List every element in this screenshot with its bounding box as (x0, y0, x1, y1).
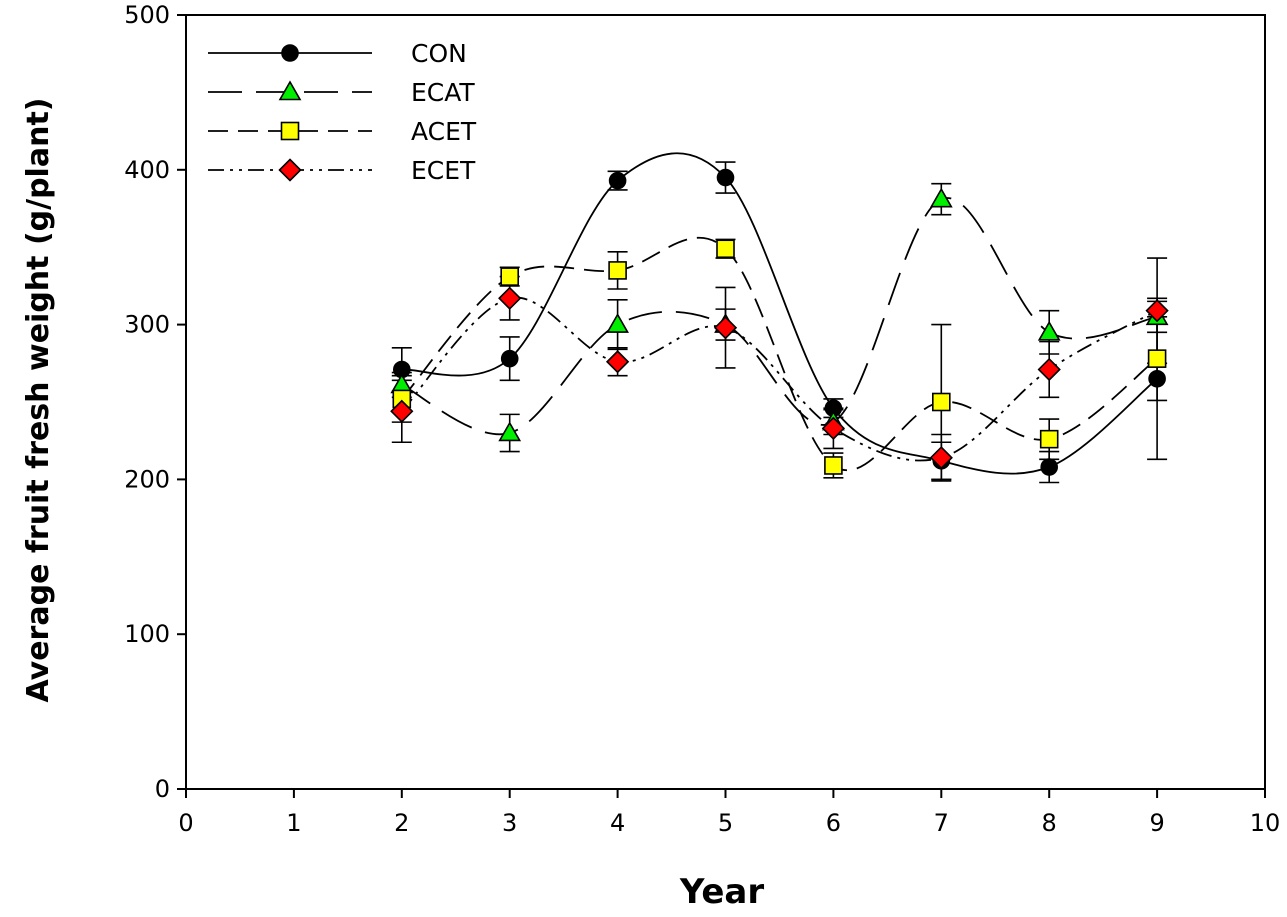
legend: CON ECAT ACET ECET (208, 39, 477, 185)
data-point-con (608, 171, 627, 190)
data-point-ecet (713, 316, 738, 340)
data-point-con (1148, 369, 1166, 388)
data-point-ecet (1145, 299, 1169, 323)
y-tick-label: 100 (124, 620, 170, 648)
y-tick-label: 400 (124, 156, 170, 184)
series-line-ecat (401, 197, 1158, 436)
legend-label-acet: ACET (411, 117, 477, 146)
data-point-ecat (498, 421, 522, 442)
x-tick-label: 8 (1042, 809, 1057, 837)
legend-marker-ecat (278, 80, 302, 101)
data-point-acet (1147, 349, 1167, 368)
x-tick-label: 5 (718, 809, 733, 837)
data-point-ecet (605, 350, 630, 374)
data-point-acet (931, 392, 951, 412)
data-point-ecat (606, 312, 629, 333)
legend-label-con: CON (411, 39, 467, 68)
data-point-acet (824, 456, 843, 475)
data-point-ecet (929, 446, 953, 470)
data-point-ecet (390, 399, 414, 423)
x-tick-label: 3 (502, 809, 517, 837)
legend-marker-ecet (278, 158, 302, 182)
markers-ecat (390, 187, 1169, 442)
markers-ecet (390, 286, 1169, 470)
series-layer (390, 152, 1169, 484)
x-tick-label: 1 (286, 809, 301, 837)
legend-marker-acet (280, 121, 300, 141)
data-point-acet (716, 239, 735, 259)
x-tick-label: 2 (394, 809, 409, 837)
legend-item-acet: ACET (208, 117, 477, 146)
x-tick-label: 4 (610, 809, 625, 837)
data-point-acet (1039, 429, 1059, 449)
y-axis: 0 100 200 300 400 500 (124, 1, 186, 803)
data-point-con (500, 349, 519, 368)
legend-marker-con (281, 44, 299, 62)
series-ecat (391, 182, 1168, 453)
y-tick-label: 0 (155, 775, 170, 803)
y-tick-label: 500 (124, 1, 170, 29)
legend-item-con: CON (208, 39, 467, 68)
data-point-con (716, 168, 735, 187)
x-axis: 0 1 2 3 4 5 6 7 8 9 10 (178, 789, 1280, 837)
data-point-ecet (821, 416, 846, 440)
data-point-acet (608, 261, 627, 280)
legend-label-ecet: ECET (411, 156, 476, 185)
data-point-ecat (929, 187, 953, 208)
data-point-ecat (1037, 320, 1061, 341)
series-line-acet (401, 236, 1158, 472)
markers-acet (392, 239, 1167, 475)
data-point-ecet (1037, 357, 1061, 382)
y-axis-title: Average fruit fresh weight (g/plant) (21, 98, 56, 703)
x-tick-label: 7 (934, 809, 949, 837)
x-tick-label: 10 (1250, 809, 1281, 837)
x-tick-label: 0 (178, 809, 193, 837)
x-axis-title: Year (679, 872, 765, 912)
y-tick-label: 200 (124, 465, 170, 493)
data-point-con (1040, 458, 1058, 476)
data-point-ecet (498, 286, 522, 310)
x-tick-label: 6 (826, 809, 841, 837)
legend-item-ecat: ECAT (208, 78, 475, 107)
x-tick-label: 9 (1149, 809, 1164, 837)
y-tick-label: 300 (124, 311, 170, 339)
data-point-acet (500, 267, 520, 286)
legend-label-ecat: ECAT (411, 78, 475, 107)
series-line-con (401, 152, 1158, 475)
legend-item-ecet: ECET (208, 156, 476, 185)
